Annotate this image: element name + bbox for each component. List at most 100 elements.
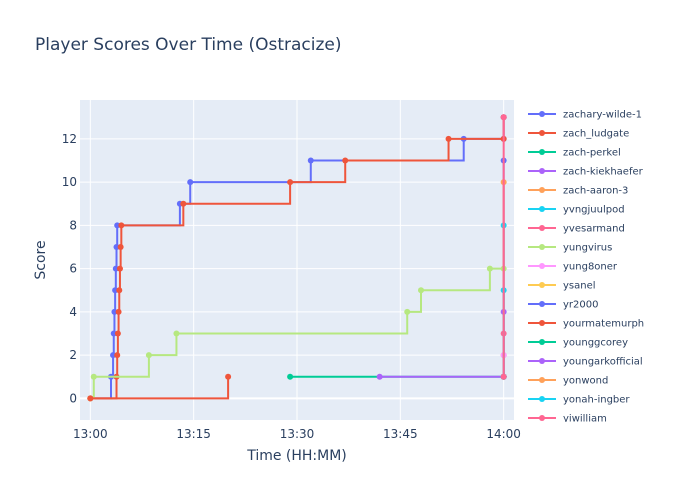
legend-item[interactable]: yungvirus xyxy=(528,243,612,254)
data-point xyxy=(287,179,294,186)
data-point xyxy=(287,373,294,380)
legend-swatch-marker xyxy=(539,320,545,326)
data-point xyxy=(110,352,117,359)
legend-label: yiwilliam xyxy=(563,414,607,425)
legend-item[interactable]: younggcorey xyxy=(528,338,628,349)
y-tick-label: 8 xyxy=(69,218,77,232)
legend[interactable]: zachary-wilde-1 zach_ludgate zach-perkel za… xyxy=(528,110,644,425)
legend-item[interactable]: zach_ludgate xyxy=(528,129,629,140)
legend-swatch-marker xyxy=(539,339,545,345)
legend-swatch-marker xyxy=(539,168,545,174)
legend-swatch-marker xyxy=(539,396,545,402)
series-yungvirus xyxy=(87,265,507,402)
y-axis-label: Score xyxy=(33,240,49,279)
legend-label: yvngjuulpod xyxy=(563,205,625,216)
legend-item[interactable]: yonah-ingber xyxy=(528,395,630,406)
series-zach_ludgate xyxy=(87,114,507,402)
data-point xyxy=(404,308,411,315)
legend-label: yr2000 xyxy=(563,300,598,311)
data-point xyxy=(117,244,124,251)
data-point xyxy=(116,287,123,294)
legend-item[interactable]: zach-kiekhaefer xyxy=(528,167,644,178)
legend-swatch-marker xyxy=(539,282,545,288)
legend-label: zachary-wilde-1 xyxy=(563,110,642,121)
legend-label: yonwond xyxy=(563,376,608,387)
data-point xyxy=(500,114,507,121)
legend-label: yung8oner xyxy=(563,262,618,273)
y-tick-label: 2 xyxy=(69,348,77,362)
data-point xyxy=(145,352,152,359)
legend-label: zach-aaron-3 xyxy=(563,186,628,197)
data-point xyxy=(114,330,121,337)
data-point xyxy=(110,330,117,337)
data-point xyxy=(486,265,493,272)
y-tick-label: 12 xyxy=(62,132,77,146)
legend-item[interactable]: yr2000 xyxy=(528,300,598,311)
series-lines xyxy=(87,114,507,402)
x-tick-label: 13:15 xyxy=(176,427,211,441)
legend-swatch-marker xyxy=(539,187,545,193)
legend-swatch-marker xyxy=(539,130,545,136)
legend-item[interactable]: yung8oner xyxy=(528,262,618,273)
data-point xyxy=(342,157,349,164)
series-line xyxy=(90,376,230,400)
series-yourmatemurph xyxy=(87,373,232,402)
y-tick-label: 4 xyxy=(69,305,77,319)
data-point xyxy=(376,373,383,380)
legend-swatch-marker xyxy=(539,301,545,307)
data-point xyxy=(187,179,194,186)
legend-item[interactable]: zach-aaron-3 xyxy=(528,186,628,197)
legend-label: yourmatemurph xyxy=(563,319,644,330)
series-line xyxy=(90,267,504,400)
series-yiwilliam xyxy=(500,114,507,380)
data-point xyxy=(114,222,121,229)
legend-item[interactable]: youngarkofficial xyxy=(528,357,643,368)
x-tick-label: 14:00 xyxy=(486,427,521,441)
legend-item[interactable]: yourmatemurph xyxy=(528,319,644,330)
data-point xyxy=(418,287,424,294)
legend-swatch-marker xyxy=(539,263,545,269)
legend-item[interactable]: yiwilliam xyxy=(528,414,607,425)
data-point xyxy=(112,265,119,272)
legend-swatch-marker xyxy=(539,206,545,212)
data-point xyxy=(445,135,452,142)
legend-label: younggcorey xyxy=(563,338,628,349)
data-point xyxy=(173,330,180,337)
chart-title: Player Scores Over Time (Ostracize) xyxy=(35,35,342,55)
legend-item[interactable]: yonwond xyxy=(528,376,608,387)
legend-swatch-marker xyxy=(539,358,545,364)
legend-item[interactable]: yvngjuulpod xyxy=(528,205,625,216)
legend-item[interactable]: zach-perkel xyxy=(528,148,621,159)
data-point xyxy=(180,200,187,207)
x-axis-ticks: 13:00 13:15 13:30 13:45 14:00 xyxy=(73,427,521,441)
data-point xyxy=(225,373,232,380)
legend-item[interactable]: ysanel xyxy=(528,281,596,292)
y-axis-ticks: 0 2 4 6 8 10 12 xyxy=(62,132,77,405)
x-tick-label: 13:30 xyxy=(280,427,315,441)
data-point xyxy=(116,265,123,272)
data-point xyxy=(118,222,125,229)
legend-label: youngarkofficial xyxy=(563,357,643,368)
legend-swatch-marker xyxy=(539,225,545,231)
legend-label: zach-perkel xyxy=(563,148,621,159)
data-point xyxy=(113,244,120,251)
data-point xyxy=(307,157,314,164)
y-tick-label: 0 xyxy=(69,391,77,405)
legend-swatch-marker xyxy=(539,149,545,155)
x-tick-label: 13:45 xyxy=(383,427,418,441)
data-point xyxy=(115,308,122,315)
legend-item[interactable]: yvesarmand xyxy=(528,224,625,235)
legend-label: ysanel xyxy=(563,281,596,292)
legend-label: yonah-ingber xyxy=(563,395,630,406)
legend-label: yvesarmand xyxy=(563,224,625,235)
legend-item[interactable]: zachary-wilde-1 xyxy=(528,110,642,121)
legend-label: zach-kiekhaefer xyxy=(563,167,644,178)
data-point xyxy=(500,373,507,380)
y-tick-label: 6 xyxy=(69,262,77,276)
legend-swatch-marker xyxy=(539,111,545,117)
legend-swatch-marker xyxy=(539,415,545,421)
legend-label: yungvirus xyxy=(563,243,612,254)
data-point xyxy=(111,308,118,315)
data-point xyxy=(90,373,97,380)
